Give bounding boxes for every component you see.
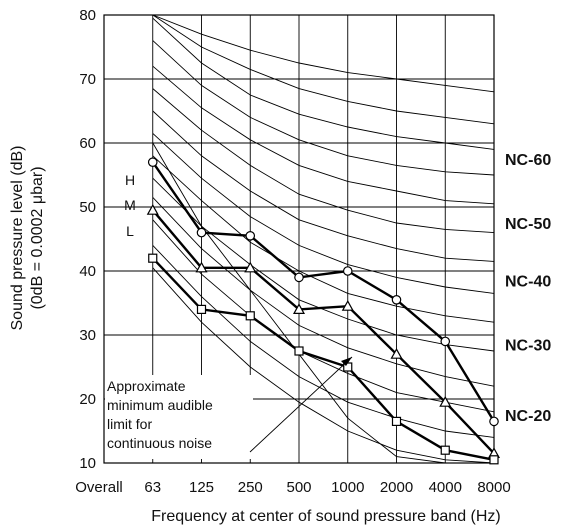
nc-curve-line (152, 15, 494, 125)
triangle-marker (341, 299, 354, 311)
nc-curve-line (152, 219, 494, 413)
square-marker (294, 346, 304, 356)
y-axis-label-line2: (0dB = 0.0002 μbar) (29, 166, 46, 309)
x-tick-label: 4000 (429, 479, 462, 496)
nc-curve-line (152, 133, 494, 294)
nc-curve-line (152, 197, 494, 387)
y-tick-label: 80 (79, 7, 96, 24)
circle-marker (391, 294, 402, 305)
y-axis-label-line1: Sound pressure level (dB) (9, 146, 26, 331)
annotation-text: continuous noise (107, 435, 212, 451)
nc-curve-line (152, 17, 494, 150)
annotation-text: Approximate (107, 378, 186, 394)
annotation-text: minimum audible (107, 397, 213, 413)
annotation-text: limit for (107, 416, 152, 432)
annotation-arrowhead (341, 357, 352, 366)
nc-curve-line (152, 267, 494, 463)
square-marker (196, 304, 207, 314)
data-series (146, 157, 501, 465)
nc-curve-line (152, 65, 494, 205)
circle-marker (245, 231, 256, 241)
nc-label: NC-20 (505, 408, 551, 425)
x-tick-label: Overall (75, 479, 123, 496)
nc-curve-line (152, 40, 494, 176)
circle-marker (440, 336, 451, 347)
series-line-H (151, 161, 496, 423)
nc-label: NC-40 (505, 274, 551, 291)
series-label-L: L (126, 223, 134, 239)
series-label-H: H (125, 172, 135, 188)
triangle-marker (439, 395, 452, 407)
nc-label: NC-50 (505, 216, 551, 233)
series-line-M (151, 209, 495, 455)
square-marker (148, 253, 158, 263)
y-tick-label: 70 (79, 71, 96, 88)
nc-curve-line (152, 155, 494, 323)
nc-curve-line (152, 15, 494, 93)
square-marker (245, 311, 255, 321)
x-tick-label: 63 (144, 479, 161, 496)
nc-label: NC-60 (505, 152, 551, 169)
circle-marker (196, 227, 207, 238)
y-tick-label: 10 (79, 455, 96, 472)
nc-label: NC-30 (505, 338, 551, 355)
triangle-marker (244, 261, 257, 273)
circle-marker (294, 272, 304, 283)
circle-marker (342, 266, 353, 276)
x-tick-label: 1000 (331, 479, 364, 496)
x-axis-label: Frequency at center of sound pressure ba… (151, 508, 501, 525)
nc-curves (152, 15, 494, 463)
triangle-marker (195, 261, 208, 273)
y-tick-label: 30 (79, 327, 96, 344)
y-tick-label: 40 (79, 263, 96, 280)
nc-curve-line (152, 88, 494, 234)
circle-marker (489, 416, 499, 427)
x-tick-label: 8000 (477, 479, 510, 496)
square-marker (391, 416, 402, 426)
text-layer: Frequency at center of sound pressure ba… (9, 7, 551, 525)
triangle-marker (292, 303, 306, 314)
square-marker (489, 455, 499, 465)
circle-marker (147, 157, 158, 167)
square-marker (440, 445, 450, 455)
triangle-marker (146, 203, 159, 215)
annotation-background (105, 375, 253, 459)
x-tick-label: 2000 (380, 479, 413, 496)
series-line-L (151, 257, 495, 461)
x-tick-label: 250 (238, 479, 263, 496)
x-tick-label: 125 (189, 479, 214, 496)
audible-limit-line (152, 142, 494, 463)
y-tick-label: 50 (79, 199, 96, 216)
nc-curve-line (152, 110, 494, 262)
annotation-leader-line (249, 356, 353, 453)
x-tick-label: 500 (286, 479, 311, 496)
series-label-M: M (124, 197, 136, 213)
triangle-marker (390, 347, 403, 359)
nc-curve-line (152, 245, 494, 438)
y-tick-label: 60 (79, 135, 96, 152)
y-tick-label: 20 (79, 391, 96, 408)
